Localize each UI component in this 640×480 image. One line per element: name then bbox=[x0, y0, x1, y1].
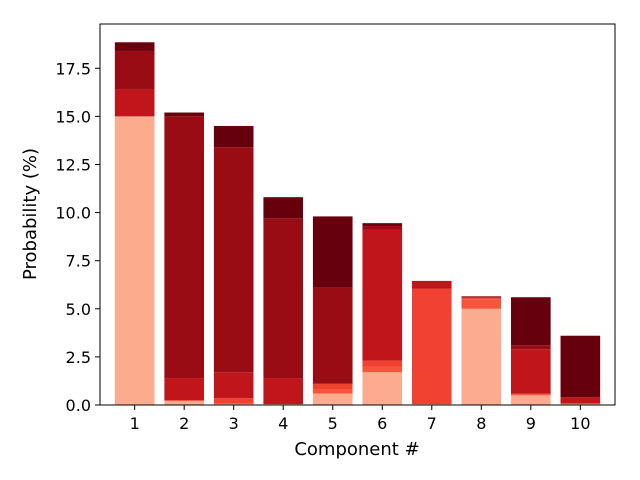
x-tick-label: 6 bbox=[377, 414, 387, 433]
y-tick-label: 10.0 bbox=[55, 204, 91, 223]
bar-segment-3-4 bbox=[213, 372, 254, 399]
bar-segment-5-3 bbox=[312, 383, 353, 390]
bar-segment-3-5 bbox=[213, 147, 254, 373]
bar-segment-8-1 bbox=[461, 308, 502, 405]
x-tick-label: 10 bbox=[570, 414, 590, 433]
bar-segment-2-1 bbox=[164, 401, 204, 405]
bar-segment-1-5 bbox=[114, 50, 155, 90]
bar-segment-6-5 bbox=[362, 226, 403, 230]
y-tick-label: 15.0 bbox=[55, 107, 91, 126]
bar-segment-1-1 bbox=[114, 116, 155, 406]
x-tick-label: 4 bbox=[278, 414, 288, 433]
bar-segment-3-6 bbox=[213, 125, 254, 148]
bar-segment-3-3 bbox=[213, 398, 254, 404]
bar-segment-9-5 bbox=[511, 345, 551, 350]
bar-segment-9-4 bbox=[511, 349, 551, 394]
bar-segment-8-2 bbox=[461, 299, 502, 309]
bar-segment-4-4 bbox=[263, 378, 304, 405]
bar-segment-6-6 bbox=[362, 223, 403, 227]
bar-segment-9-6 bbox=[511, 297, 551, 346]
y-tick-label: 17.5 bbox=[55, 59, 91, 78]
bar-segment-5-6 bbox=[312, 216, 353, 288]
bar-segment-6-4 bbox=[362, 229, 403, 361]
x-tick-label: 3 bbox=[229, 414, 239, 433]
x-tick-label: 1 bbox=[130, 414, 140, 433]
y-axis: 0.0 2.5 5.0 7.5 10.0 12.5 15.0 17.5 bbox=[55, 59, 100, 415]
x-tick-label: 9 bbox=[526, 414, 536, 433]
bar-segment-5-5 bbox=[312, 287, 353, 384]
y-axis-title: Probability (%) bbox=[20, 148, 41, 280]
bars-layer bbox=[114, 42, 601, 406]
bar-segment-6-2 bbox=[362, 366, 403, 373]
bar-segment-9-1 bbox=[511, 395, 551, 405]
bar-segment-8-4 bbox=[461, 297, 502, 299]
x-tick-label: 5 bbox=[328, 414, 338, 433]
bar-segment-6-3 bbox=[362, 360, 403, 367]
bar-segment-4-5 bbox=[263, 218, 304, 379]
bar-segment-10-4 bbox=[560, 397, 601, 404]
plot-frame bbox=[99, 23, 616, 406]
bar-segment-9-2 bbox=[511, 394, 551, 396]
y-tick-label: 7.5 bbox=[66, 252, 91, 271]
bar-segment-7-3 bbox=[411, 288, 452, 405]
x-tick-label: 8 bbox=[476, 414, 486, 433]
x-axis-title: Component # bbox=[294, 439, 419, 460]
bar-segment-5-1 bbox=[312, 393, 353, 405]
y-tick-label: 5.0 bbox=[66, 300, 91, 319]
bar-segment-2-4 bbox=[164, 378, 204, 401]
bar-segment-2-6 bbox=[164, 112, 204, 117]
x-tick-label: 7 bbox=[427, 414, 437, 433]
bar-segment-3-2 bbox=[213, 403, 254, 405]
bar-segment-2-5 bbox=[164, 116, 204, 379]
bar-segment-1-4 bbox=[114, 89, 155, 117]
bar-segment-1-6 bbox=[114, 42, 155, 51]
bar-segment-9-3 bbox=[511, 393, 551, 395]
bar-segment-7-4 bbox=[411, 280, 452, 289]
bar-segment-4-6 bbox=[263, 197, 304, 219]
bar-segment-8-3 bbox=[461, 298, 502, 300]
bar-segment-8-5 bbox=[461, 296, 502, 298]
x-tick-label: 2 bbox=[179, 414, 189, 433]
bar-segment-5-2 bbox=[312, 389, 353, 394]
bar-segment-10-6 bbox=[560, 335, 601, 398]
bar-segment-6-1 bbox=[362, 372, 403, 405]
bar-segment-2-2 bbox=[164, 400, 204, 402]
y-tick-label: 12.5 bbox=[55, 155, 91, 174]
y-tick-label: 2.5 bbox=[66, 348, 91, 367]
x-axis: 1 2 3 4 5 6 7 8 9 10 bbox=[130, 405, 591, 433]
bar-segment-10-3 bbox=[560, 403, 601, 405]
y-tick-label: 0.0 bbox=[66, 396, 91, 415]
